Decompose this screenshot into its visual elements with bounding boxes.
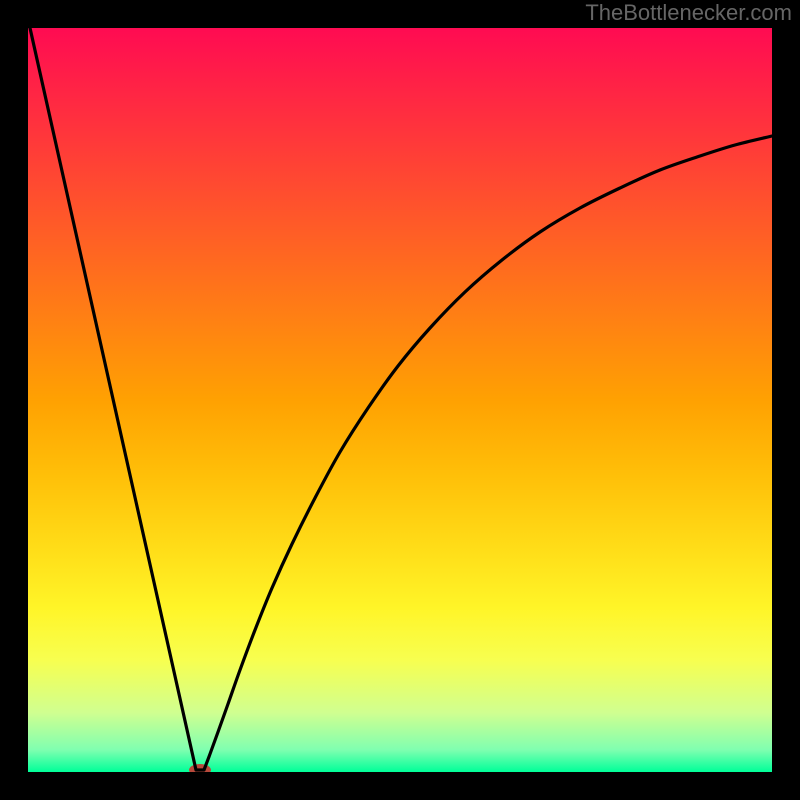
bottleneck-curve-chart [0,0,800,800]
chart-container: TheBottlenecker.com [0,0,800,800]
watermark-text: TheBottlenecker.com [585,0,792,26]
plot-background [28,28,772,772]
